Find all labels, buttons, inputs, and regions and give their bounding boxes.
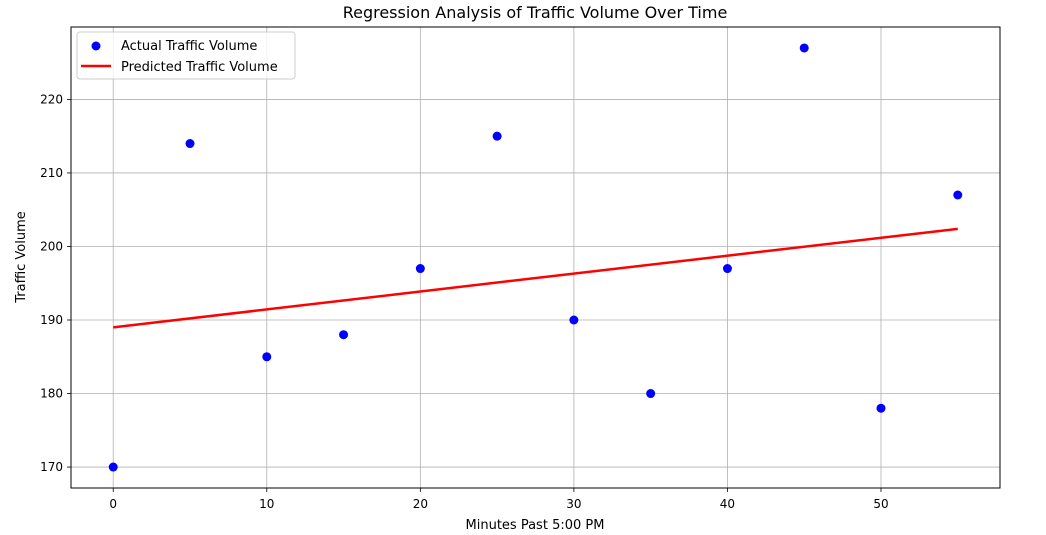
x-tick-label: 20 <box>413 497 428 511</box>
data-point <box>492 131 502 141</box>
y-tick-label: 200 <box>40 239 63 253</box>
y-tick-label: 190 <box>40 313 63 327</box>
x-tick-label: 10 <box>259 497 274 511</box>
plot-frame <box>70 26 1001 489</box>
x-axis-label: Minutes Past 5:00 PM <box>466 518 605 533</box>
y-tick-label: 180 <box>40 387 63 401</box>
x-tick-label: 30 <box>566 497 581 511</box>
data-point <box>569 315 579 325</box>
x-tick-label: 50 <box>873 497 888 511</box>
legend-marker-actual <box>91 41 101 51</box>
data-point <box>415 264 425 274</box>
series-layer <box>108 43 963 472</box>
regression-line <box>113 227 958 329</box>
data-point <box>799 43 809 53</box>
y-tick-label: 220 <box>40 92 63 106</box>
x-tick-label: 40 <box>720 497 735 511</box>
y-tick-label: 210 <box>40 166 63 180</box>
x-tick-label: 0 <box>109 497 117 511</box>
data-point <box>722 264 732 274</box>
y-tick-label: 170 <box>40 460 63 474</box>
chart-title: Regression Analysis of Traffic Volume Ov… <box>343 3 728 22</box>
data-point <box>108 462 118 472</box>
data-point <box>262 352 272 362</box>
ticks: 0 10 20 30 40 50 170 180 190 200 210 220 <box>40 92 889 511</box>
data-point <box>876 403 886 413</box>
y-axis-label: Traffic Volume <box>14 211 29 304</box>
data-point <box>646 389 656 399</box>
data-point <box>953 190 963 200</box>
legend-label-predicted: Predicted Traffic Volume <box>121 60 278 75</box>
data-point <box>185 139 195 149</box>
legend-box <box>76 31 296 80</box>
data-point <box>339 330 349 340</box>
legend-label-actual: Actual Traffic Volume <box>121 39 257 54</box>
legend: Actual Traffic Volume Predicted Traffic … <box>76 31 296 80</box>
grid <box>71 27 1000 488</box>
